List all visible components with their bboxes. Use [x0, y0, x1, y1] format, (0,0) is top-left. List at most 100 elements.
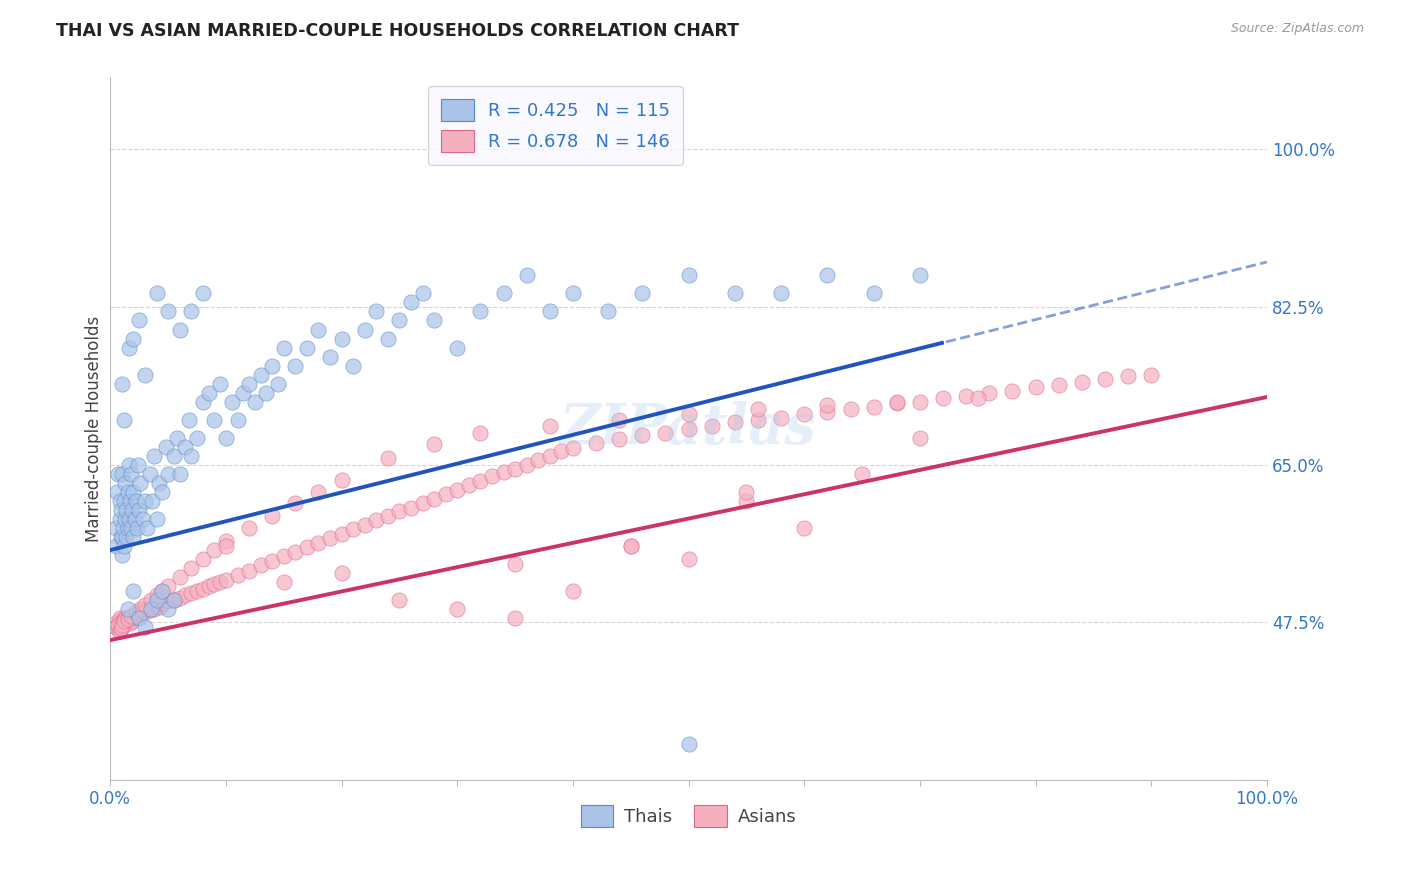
Point [163, 449, 186, 463]
Point [134, 619, 156, 633]
Point [457, 478, 479, 492]
Point [115, 502, 138, 516]
Point [115, 614, 138, 628]
Point [399, 295, 422, 310]
Point [492, 286, 515, 301]
Point [886, 396, 908, 410]
Point [128, 502, 150, 516]
Point [122, 583, 145, 598]
Point [117, 484, 139, 499]
Point [169, 570, 191, 584]
Point [470, 425, 492, 440]
Point [932, 391, 955, 405]
Point [145, 588, 167, 602]
Point [262, 554, 284, 568]
Point [131, 511, 153, 525]
Point [191, 552, 214, 566]
Point [107, 617, 129, 632]
Point [561, 442, 583, 456]
Point [108, 493, 131, 508]
Point [470, 474, 492, 488]
Point [139, 592, 162, 607]
Point [388, 313, 411, 327]
Point [150, 583, 173, 598]
Point [111, 612, 134, 626]
Point [330, 566, 353, 580]
Point [134, 493, 156, 508]
Point [202, 577, 225, 591]
Point [423, 437, 446, 451]
Point [125, 493, 148, 508]
Point [118, 493, 141, 508]
Point [121, 502, 143, 516]
Point [191, 582, 214, 596]
Point [118, 458, 141, 472]
Point [111, 376, 134, 391]
Point [174, 440, 197, 454]
Point [226, 412, 249, 426]
Point [654, 425, 676, 440]
Point [122, 484, 145, 499]
Point [157, 467, 180, 481]
Point [793, 520, 815, 534]
Point [180, 304, 202, 318]
Point [585, 436, 607, 450]
Point [118, 610, 141, 624]
Point [108, 610, 131, 624]
Point [550, 444, 572, 458]
Point [908, 268, 931, 283]
Point [157, 579, 180, 593]
Point [117, 601, 139, 615]
Point [908, 394, 931, 409]
Point [886, 394, 908, 409]
Point [128, 610, 150, 624]
Point [815, 398, 838, 412]
Point [538, 449, 561, 463]
Point [127, 458, 149, 472]
Point [700, 418, 723, 433]
Point [678, 737, 700, 751]
Point [284, 545, 307, 559]
Point [105, 484, 128, 499]
Point [412, 496, 434, 510]
Point [330, 473, 353, 487]
Point [139, 601, 162, 615]
Point [620, 539, 643, 553]
Point [596, 304, 619, 318]
Point [423, 313, 446, 327]
Point [125, 605, 148, 619]
Point [131, 604, 153, 618]
Point [152, 596, 174, 610]
Point [631, 427, 654, 442]
Point [112, 412, 135, 426]
Point [105, 621, 128, 635]
Point [120, 520, 142, 534]
Point [202, 412, 225, 426]
Point [308, 322, 330, 336]
Point [114, 475, 136, 490]
Point [125, 608, 148, 623]
Point [112, 614, 135, 628]
Point [243, 394, 266, 409]
Point [174, 588, 197, 602]
Point [136, 601, 159, 615]
Point [186, 431, 208, 445]
Point [724, 286, 747, 301]
Point [129, 601, 152, 615]
Point [232, 385, 254, 400]
Point [180, 586, 202, 600]
Point [118, 511, 141, 525]
Point [114, 511, 136, 525]
Point [107, 617, 129, 632]
Point [678, 421, 700, 435]
Point [112, 617, 135, 632]
Point [678, 552, 700, 566]
Point [108, 624, 131, 638]
Point [197, 579, 219, 593]
Point [434, 487, 457, 501]
Point [202, 543, 225, 558]
Point [851, 467, 873, 481]
Point [111, 467, 134, 481]
Point [492, 465, 515, 479]
Point [793, 407, 815, 421]
